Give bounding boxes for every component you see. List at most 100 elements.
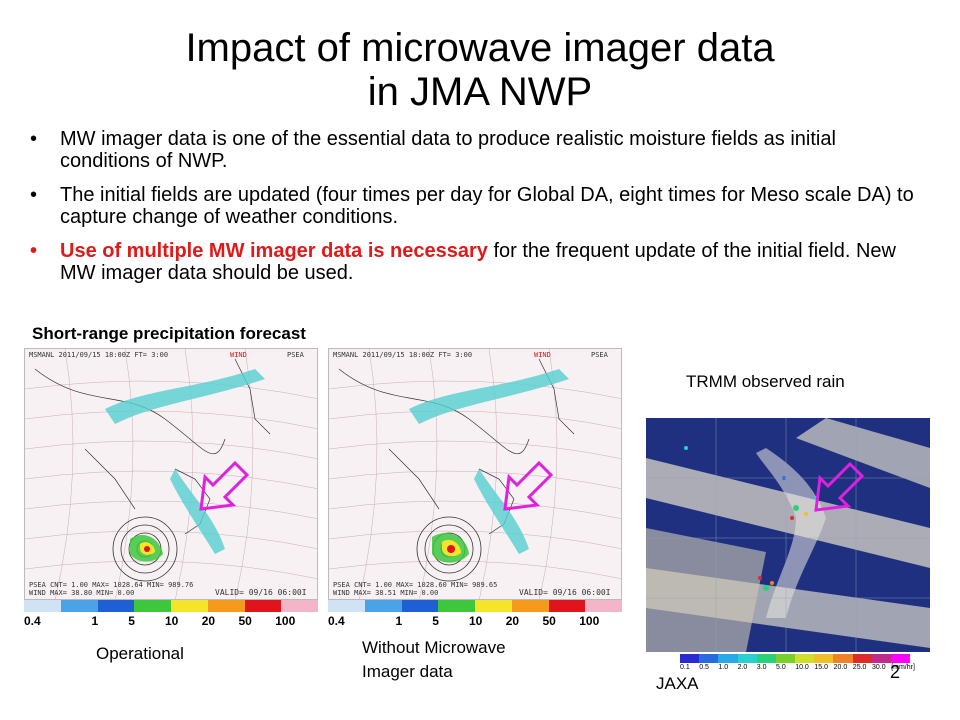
colorbar-label: 5 (432, 614, 439, 628)
colorbar-label: 5 (128, 614, 135, 628)
forecast-map-without-microwave: MSMANL 2011/09/15 18:00Z FT= 3:00 WIND P… (328, 348, 622, 600)
colorbar-tick: 2.0 (737, 664, 748, 671)
colorbar-tick: 20.0 (833, 664, 848, 671)
bullet-item: • MW imager data is one of the essential… (30, 128, 930, 172)
colorbar-swatch (207, 600, 245, 612)
map-graphic (329, 349, 621, 599)
colorbar-tick: 5.0 (776, 664, 786, 671)
bullet-list: • MW imager data is one of the essential… (30, 128, 930, 296)
colorbar-label: 20 (505, 614, 520, 628)
valid-time: VALID= 09/16 06:00I (215, 588, 307, 597)
bullet-dot: • (30, 128, 38, 150)
trmm-satellite-image (646, 418, 930, 652)
wind-label: WIND (230, 351, 247, 359)
bullet-dot: • (30, 240, 38, 262)
caption-line-2: Imager data (362, 662, 453, 681)
colorbar-label: 0.4 (328, 614, 345, 628)
jaxa-credit: JAXA (656, 674, 699, 693)
footer-line-1: PSEA CNT= 1.00 MAX= 1028.64 MIN= 989.76 (29, 581, 194, 589)
map-footer: PSEA CNT= 1.00 MAX= 1028.60 MIN= 989.65 … (333, 581, 497, 597)
precip-colorbar (328, 600, 622, 612)
trmm-colorbar (680, 654, 911, 663)
forecast-map-operational: MSMANL 2011/09/15 18:00Z FT= 3:00 WIND P… (24, 348, 318, 600)
precip-colorbar-labels: 0.4 1 5 10 20 50 100 (24, 614, 318, 630)
psea-label: PSEA (287, 351, 304, 359)
arrow-icon (199, 460, 250, 511)
colorbar-label: 100 (579, 614, 600, 628)
bullet-dot: • (30, 184, 38, 206)
colorbar-label: 10 (165, 614, 179, 628)
colorbar-label: 1 (395, 614, 403, 628)
colorbar-swatch (60, 600, 98, 612)
footer-line-2: WIND MAX= 38.51 MIN= 0.00 (333, 589, 439, 597)
colorbar-swatch (401, 600, 439, 612)
caption-operational: Operational (96, 644, 184, 663)
colorbar-swatch (737, 654, 757, 663)
colorbar-tick: 25.0 (852, 664, 867, 671)
precip-colorbar (24, 600, 318, 612)
colorbar-swatch (548, 600, 586, 612)
bullet-item: • Use of multiple MW imager data is nece… (30, 240, 930, 284)
colorbar-swatch (171, 600, 208, 612)
valid-time: VALID= 09/16 06:00I (519, 588, 611, 597)
bullet-text: for the frequent update of the initial f… (60, 240, 896, 284)
map-footer: PSEA CNT= 1.00 MAX= 1028.64 MIN= 989.76 … (29, 581, 193, 597)
wind-label: WIND (534, 351, 551, 359)
map-header: MSMANL 2011/09/15 18:00Z FT= 3:00 (29, 351, 169, 359)
colorbar-swatch (680, 654, 700, 663)
colorbar-swatch (890, 654, 911, 663)
map-graphic (25, 349, 317, 599)
colorbar-label: 50 (542, 614, 556, 628)
colorbar-swatch (756, 654, 776, 663)
colorbar-swatch (795, 654, 815, 663)
colorbar-tick: 15.0 (814, 664, 829, 671)
colorbar-swatch (585, 600, 622, 612)
page-number: 2 (890, 662, 901, 682)
colorbar-tick: 3.0 (756, 664, 767, 671)
colorbar-swatch (24, 600, 61, 612)
bullet-highlight: Use of multiple MW imager data is necess… (60, 240, 488, 262)
colorbar-tick: 1.0 (718, 664, 729, 671)
caption-line-1: Without Microwave (362, 638, 506, 657)
colorbar-label: 10 (469, 614, 483, 628)
arrow-icon (814, 461, 865, 512)
colorbar-label: 20 (201, 614, 216, 628)
colorbar-swatch (718, 654, 738, 663)
colorbar-swatch (871, 654, 891, 663)
map-header: MSMANL 2011/09/15 18:00Z FT= 3:00 (333, 351, 473, 359)
colorbar-label: 50 (238, 614, 252, 628)
footer-line-2: WIND MAX= 38.80 MIN= 0.00 (29, 589, 135, 597)
colorbar-swatch (775, 654, 796, 663)
colorbar-swatch (511, 600, 549, 612)
colorbar-swatch (97, 600, 135, 612)
colorbar-tick: 0.1 (680, 664, 690, 671)
colorbar-label: 100 (275, 614, 296, 628)
bullet-text: The initial fields are updated (four tim… (60, 184, 914, 228)
colorbar-tick: 30.0 (872, 664, 886, 671)
colorbar-swatch (699, 654, 719, 663)
colorbar-swatch (438, 600, 475, 612)
title-line-2: in JMA NWP (367, 70, 593, 114)
colorbar-swatch (833, 654, 853, 663)
slide-title: Impact of microwave imager data in JMA N… (0, 26, 960, 114)
section-label: Short-range precipitation forecast (32, 324, 306, 343)
colorbar-swatch (475, 600, 512, 612)
satellite-graphic (646, 418, 930, 652)
title-line-1: Impact of microwave imager data (185, 26, 775, 70)
colorbar-swatch (364, 600, 402, 612)
caption-without-microwave: Without Microwave Imager data (362, 636, 506, 684)
colorbar-tick: [mm/hr] (891, 664, 915, 671)
colorbar-label: 0.4 (24, 614, 41, 628)
arrow-icon (503, 460, 554, 511)
colorbar-swatch (244, 600, 282, 612)
colorbar-tick: 0.5 (699, 664, 709, 671)
colorbar-swatch (281, 600, 318, 612)
colorbar-tick: 10.0 (795, 664, 809, 671)
footer-line-1: PSEA CNT= 1.00 MAX= 1028.60 MIN= 989.65 (333, 581, 498, 589)
trmm-title: TRMM observed rain (686, 372, 845, 391)
colorbar-swatch (814, 654, 834, 663)
bullet-text: MW imager data is one of the essential d… (60, 128, 836, 172)
bullet-item: • The initial fields are updated (four t… (30, 184, 930, 228)
colorbar-swatch (328, 600, 365, 612)
precip-colorbar-labels: 0.4 1 5 10 20 50 100 (328, 614, 622, 630)
